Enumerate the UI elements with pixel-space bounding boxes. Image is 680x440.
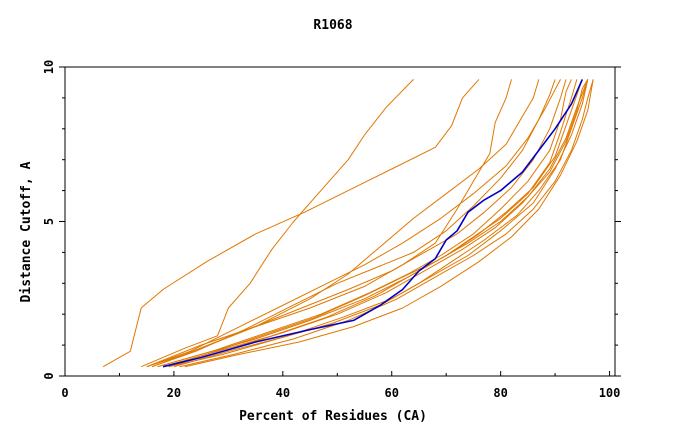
x-tick-label: 40 bbox=[276, 386, 290, 400]
series-line-3 bbox=[146, 79, 512, 368]
series-line-1 bbox=[102, 79, 480, 368]
series-line-6 bbox=[157, 79, 578, 368]
y-axis-label: Distance Cutoff, A bbox=[19, 161, 34, 302]
series-line-15 bbox=[168, 79, 589, 368]
y-tick-label: 0 bbox=[42, 372, 56, 379]
x-tick-label: 0 bbox=[61, 386, 68, 400]
series-line-12 bbox=[162, 79, 589, 368]
series-line-14 bbox=[146, 79, 561, 368]
series-line-16 bbox=[184, 79, 594, 368]
series-layer bbox=[102, 79, 594, 368]
chart-title: R1068 bbox=[313, 18, 352, 33]
y-tick-label: 5 bbox=[42, 218, 56, 225]
x-tick-label: 60 bbox=[385, 386, 399, 400]
series-line-highlight bbox=[162, 79, 584, 368]
series-line-5 bbox=[146, 79, 567, 368]
x-tick-label: 80 bbox=[493, 386, 507, 400]
x-axis-label: Percent of Residues (CA) bbox=[239, 409, 427, 424]
ticks-layer: 0 20 40 60 80 100 0 5 10 bbox=[42, 60, 621, 400]
y-tick-label: 10 bbox=[42, 60, 56, 74]
series-line-9 bbox=[168, 79, 589, 368]
series-line-13 bbox=[179, 79, 594, 368]
series-line-2 bbox=[141, 79, 414, 368]
plot-frame bbox=[64, 66, 616, 377]
series-line-7 bbox=[162, 79, 583, 368]
x-tick-label: 100 bbox=[599, 386, 621, 400]
series-line-4 bbox=[151, 79, 540, 368]
x-tick-label: 20 bbox=[167, 386, 181, 400]
